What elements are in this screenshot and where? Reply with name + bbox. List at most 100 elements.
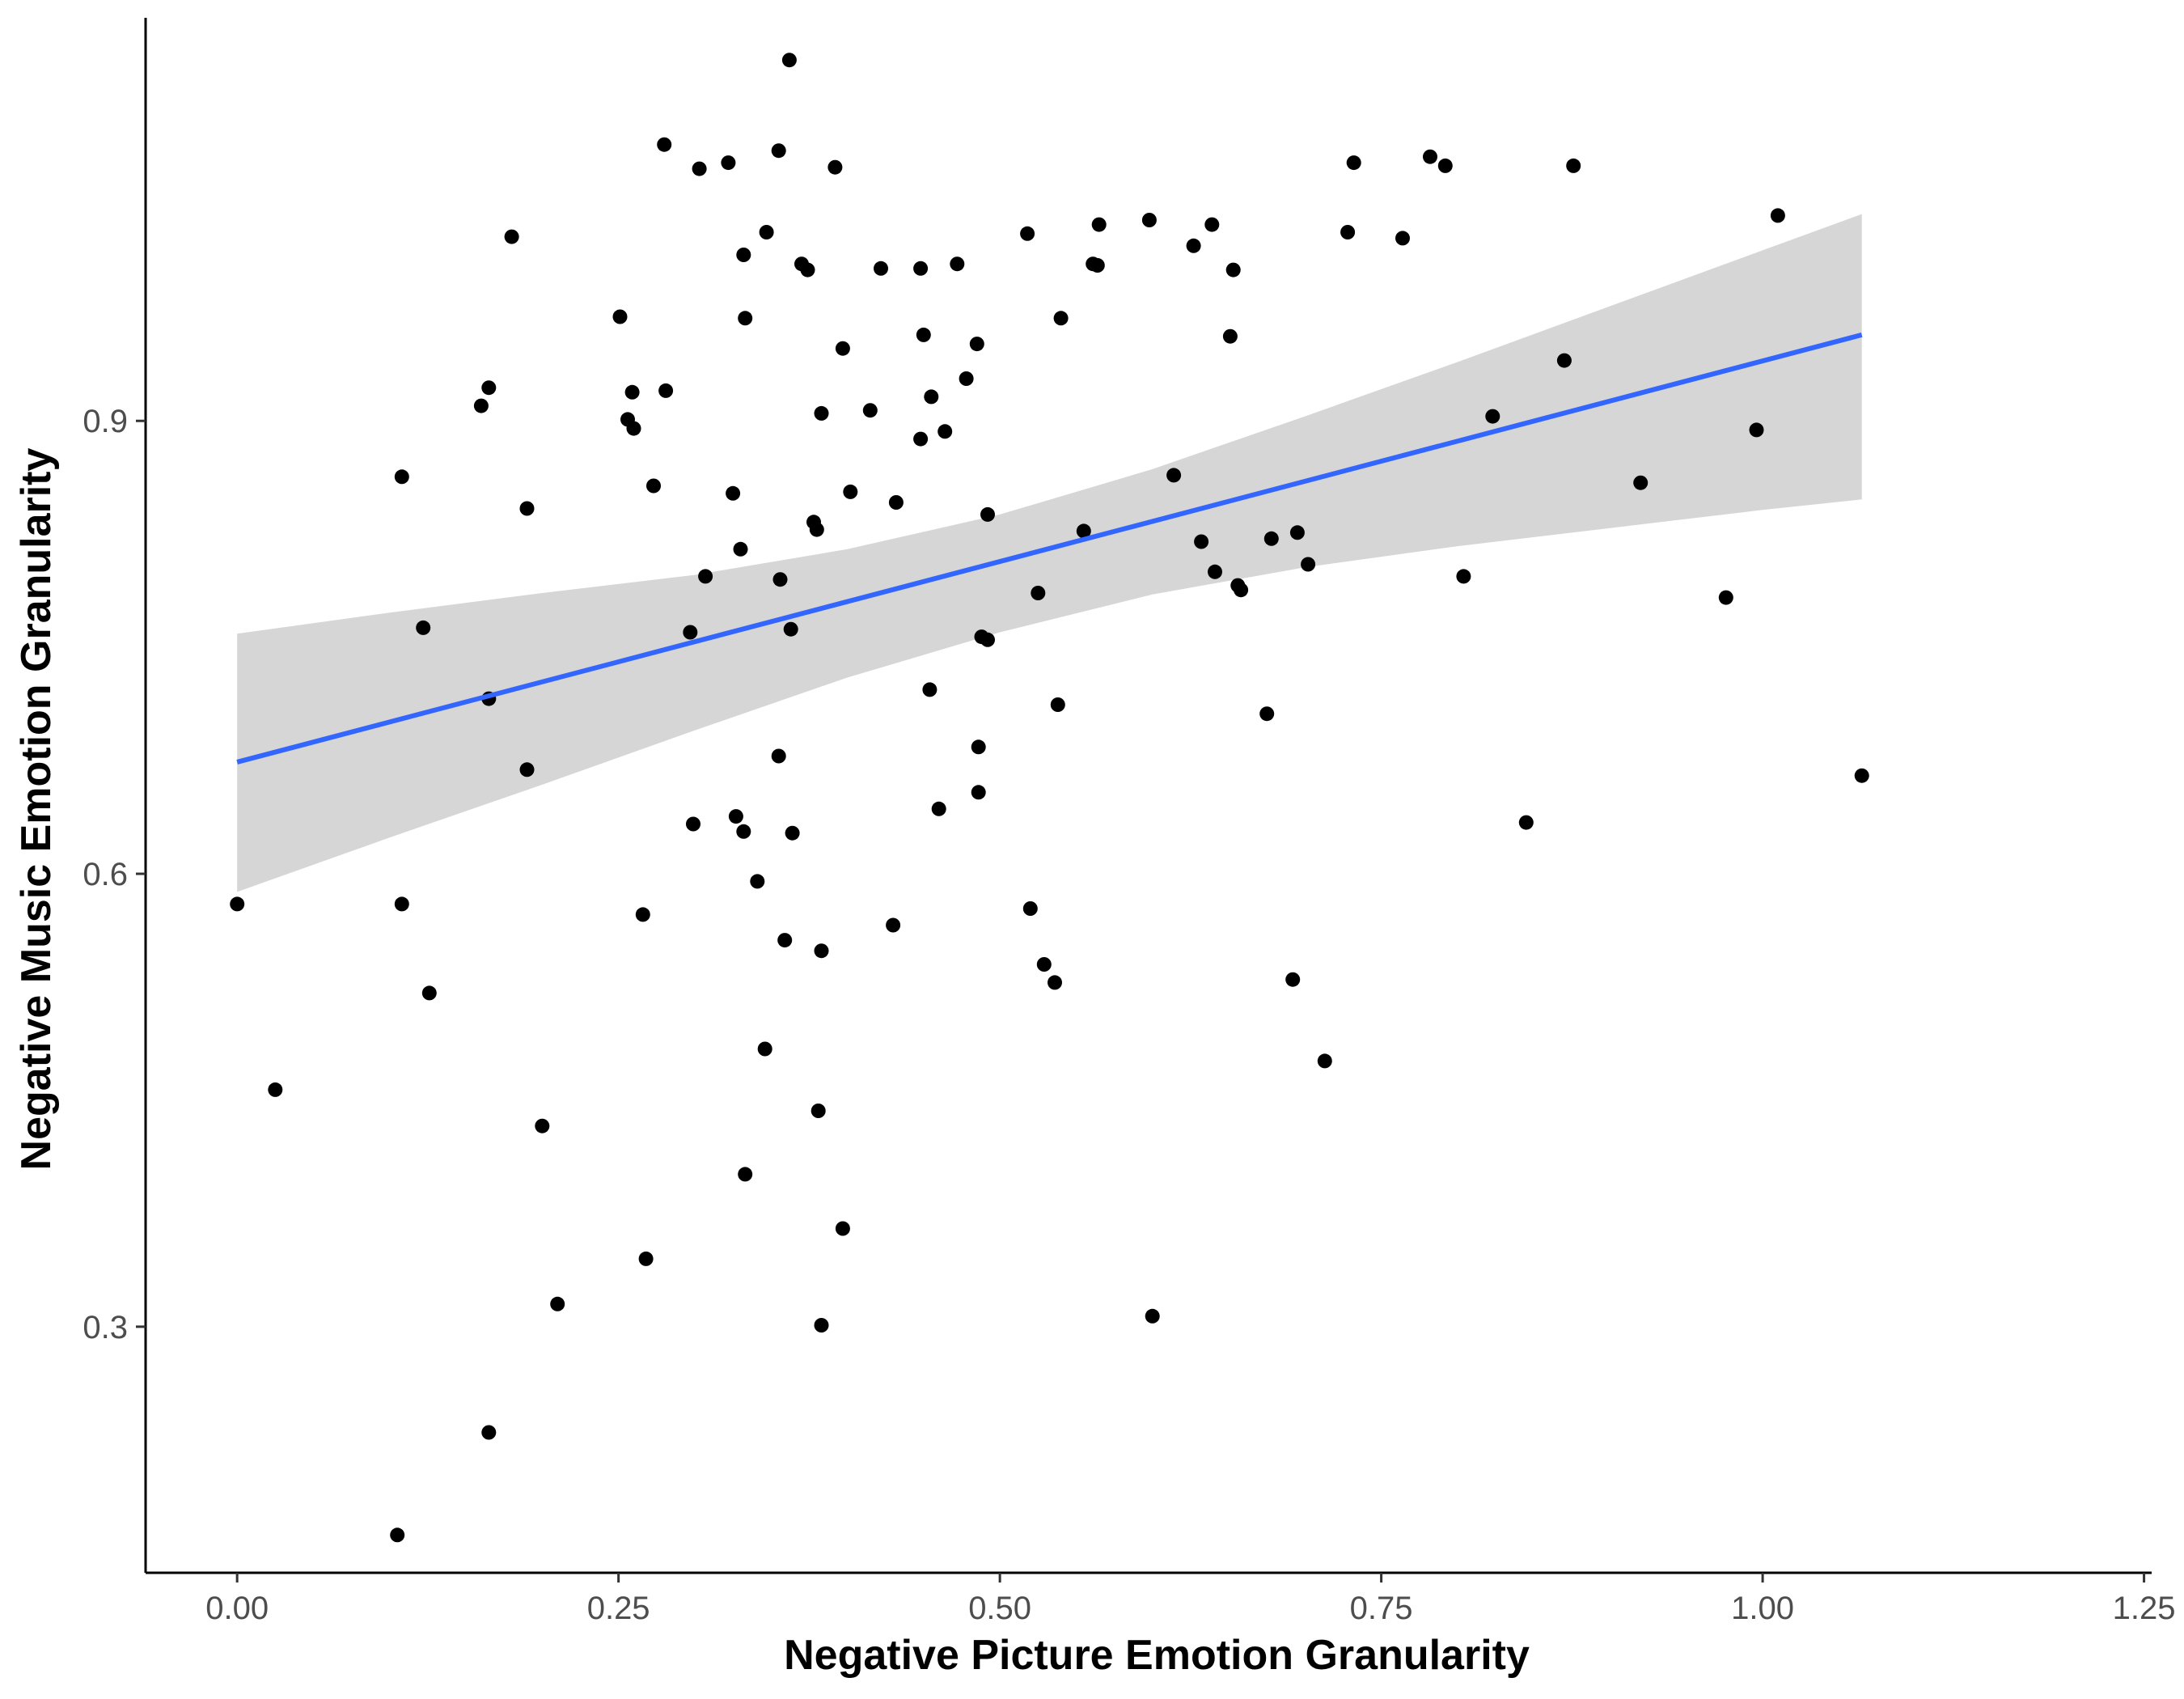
data-point	[1437, 158, 1453, 173]
data-point	[1633, 475, 1649, 490]
y-tick-label: 0.6	[83, 857, 128, 892]
data-point	[1141, 213, 1157, 227]
data-point	[835, 341, 850, 356]
data-point	[1285, 972, 1301, 987]
confidence-band-layer	[237, 214, 1862, 892]
data-point	[922, 682, 938, 697]
data-point	[1749, 422, 1764, 438]
data-point	[980, 632, 995, 647]
data-point	[1234, 583, 1249, 598]
data-point	[1289, 525, 1305, 540]
data-point	[1456, 569, 1471, 584]
data-point	[913, 431, 929, 447]
x-tick-label: 1.00	[1731, 1591, 1794, 1626]
x-tick-label: 0.00	[205, 1591, 269, 1626]
data-point	[658, 383, 674, 398]
data-point	[827, 159, 843, 175]
data-point	[698, 569, 713, 584]
data-point	[683, 625, 698, 640]
data-point	[1395, 231, 1410, 246]
data-point	[1036, 957, 1052, 972]
data-point	[1091, 217, 1107, 232]
data-point	[1718, 590, 1733, 605]
data-point	[931, 801, 946, 816]
data-point	[1225, 262, 1241, 278]
data-point	[1145, 1308, 1160, 1324]
data-point	[1340, 225, 1356, 239]
data-point	[230, 896, 245, 912]
confidence-band	[237, 214, 1862, 892]
data-point	[1020, 226, 1035, 241]
data-point	[1301, 557, 1316, 572]
data-point	[959, 371, 974, 386]
data-point	[1566, 158, 1581, 173]
axes-layer	[144, 18, 2152, 1574]
data-point	[421, 985, 437, 1001]
data-point	[1204, 217, 1220, 232]
data-point	[635, 907, 650, 922]
data-point	[1518, 815, 1534, 830]
data-point	[980, 506, 995, 522]
data-point	[550, 1296, 565, 1311]
data-point	[504, 229, 519, 244]
data-point	[646, 478, 661, 494]
data-point	[1208, 564, 1222, 579]
data-point	[916, 327, 931, 342]
data-point	[1423, 149, 1437, 164]
data-point	[1186, 238, 1201, 253]
data-point	[814, 405, 829, 421]
data-point	[1022, 901, 1038, 916]
data-point	[969, 337, 984, 352]
data-point	[1854, 768, 1869, 783]
data-point	[519, 762, 535, 777]
data-point	[1090, 258, 1105, 273]
data-point	[785, 825, 800, 841]
data-point	[535, 1118, 550, 1133]
data-point	[886, 917, 901, 933]
data-point	[971, 785, 986, 800]
data-point	[772, 572, 788, 587]
data-point	[738, 311, 753, 326]
data-point	[626, 421, 641, 436]
data-point	[800, 262, 815, 278]
data-point	[750, 874, 765, 889]
data-point	[733, 541, 748, 557]
data-point	[1053, 311, 1069, 326]
data-point	[938, 424, 953, 439]
data-point	[814, 943, 829, 959]
data-point	[1050, 697, 1065, 712]
data-point	[1485, 409, 1500, 424]
data-point	[950, 256, 965, 272]
data-point	[971, 739, 986, 755]
data-point	[268, 1082, 283, 1097]
y-axis-title: Negative Music Emotion Granularity	[13, 447, 60, 1170]
data-point	[692, 161, 707, 176]
data-point	[777, 933, 793, 948]
data-point	[1166, 468, 1182, 483]
data-points-layer	[230, 53, 1869, 1543]
data-point	[1031, 586, 1046, 600]
data-point	[638, 1251, 654, 1266]
data-point	[771, 143, 786, 159]
data-point	[481, 1425, 497, 1440]
data-point	[394, 469, 409, 485]
regression-line	[236, 332, 1863, 765]
data-point	[612, 309, 628, 324]
data-point	[835, 1221, 850, 1236]
data-point	[809, 522, 824, 537]
data-point	[874, 261, 888, 276]
data-point	[657, 137, 672, 152]
x-tick-label: 0.75	[1350, 1591, 1413, 1626]
data-point	[390, 1527, 405, 1543]
data-point	[1556, 353, 1572, 368]
data-point	[843, 484, 858, 499]
ticks-layer: 0.00 0.25 0.50 0.75 1.00 1.25 0.3 0.6 0.9	[83, 404, 2175, 1626]
data-point	[781, 53, 797, 68]
x-tick-label: 0.50	[968, 1591, 1031, 1626]
data-point	[1194, 534, 1209, 549]
data-point	[783, 621, 798, 637]
data-point	[726, 485, 741, 501]
y-tick-label: 0.3	[83, 1310, 128, 1345]
data-point	[519, 501, 535, 516]
data-point	[757, 1041, 772, 1057]
